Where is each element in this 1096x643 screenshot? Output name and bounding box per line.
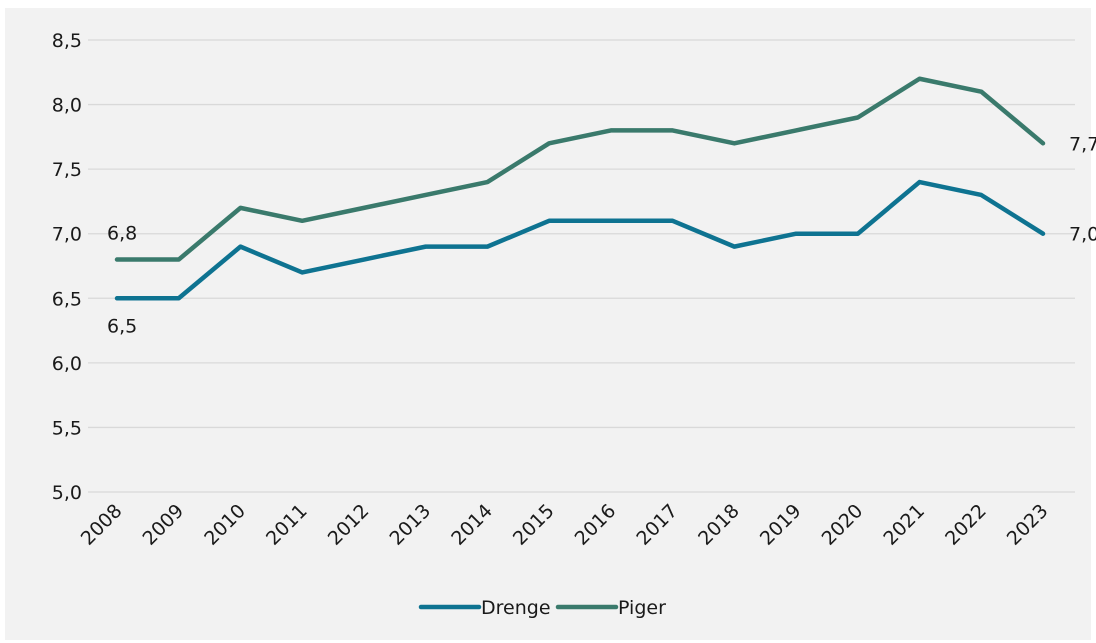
x-tick-label: 2018 [694,500,744,550]
legend: Drenge Piger [418,597,666,619]
y-axis-ticks: 5,0 5,5 6,0 6,5 7,0 7,5 8,0 8,5 [52,30,82,504]
x-axis-ticks: 2008 2009 2010 2011 2012 2013 2014 2015 2016 2017… [77,500,1053,550]
data-label-last: 7,0 [1069,224,1096,246]
y-tick-label: 5,5 [52,417,82,439]
data-labels: 6,5 7,0 6,8 7,7 [107,133,1096,337]
x-tick-label: 2009 [139,500,189,550]
y-tick-label: 8,5 [52,30,82,52]
x-tick-label: 2008 [77,500,127,550]
series-lines [114,76,1046,301]
x-tick-label: 2017 [632,500,682,550]
x-tick-label: 2015 [509,500,559,550]
x-tick-label: 2021 [879,500,929,550]
legend-label: Piger [618,597,666,619]
series-line-drenge [114,179,1046,301]
y-tick-label: 5,0 [52,482,82,504]
data-label-first: 6,5 [107,315,137,337]
y-tick-label: 7,0 [52,224,82,246]
x-tick-label: 2013 [385,500,435,550]
data-label-first: 6,8 [107,223,137,245]
x-tick-label: 2012 [324,500,374,550]
x-tick-label: 2011 [262,500,312,550]
data-label-last: 7,7 [1069,133,1096,155]
y-tick-label: 7,5 [52,159,82,181]
x-tick-label: 2014 [447,500,497,550]
series-line-piger [114,76,1046,262]
chart-frame [5,8,1091,640]
x-tick-label: 2019 [756,500,806,550]
y-tick-label: 6,0 [52,353,82,375]
grid-lines [88,39,1075,493]
x-tick-label: 2016 [571,500,621,550]
x-tick-label: 2023 [1003,500,1053,550]
x-tick-label: 2020 [818,500,868,550]
y-tick-label: 6,5 [52,288,82,310]
y-tick-label: 8,0 [52,95,82,117]
x-tick-label: 2010 [200,500,250,550]
legend-label: Drenge [481,597,551,619]
x-tick-label: 2022 [941,500,991,550]
